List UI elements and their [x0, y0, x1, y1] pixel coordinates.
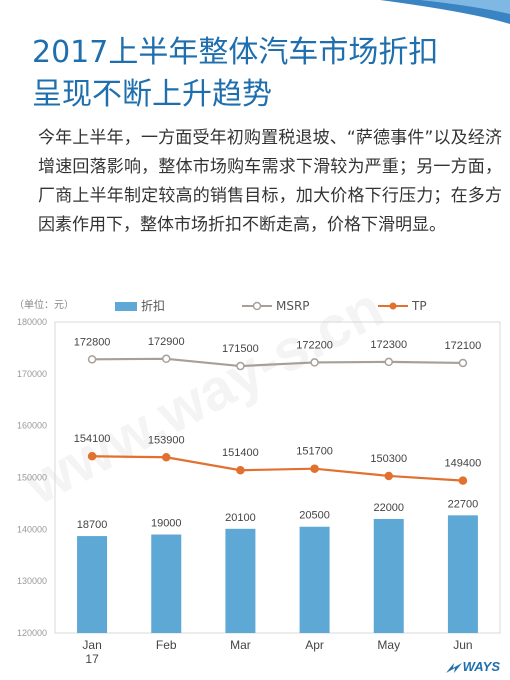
y-tick-label: 160000 — [17, 421, 47, 431]
bar — [299, 526, 330, 633]
tp-data-label: 151700 — [296, 446, 333, 458]
msrp-data-label: 172100 — [445, 340, 482, 352]
ways-logo-icon — [445, 662, 462, 673]
tp-data-label: 150300 — [370, 453, 407, 465]
ways-logo: WAYS — [445, 659, 500, 674]
msrp-point — [458, 358, 468, 368]
legend-label-msrp: MSRP — [276, 299, 310, 313]
y-tick-label: 170000 — [17, 369, 47, 379]
bar-data-label: 20100 — [225, 512, 256, 524]
x-tick-label-line: 17 — [85, 652, 99, 666]
y-tick-label: 140000 — [17, 524, 47, 534]
x-tick-label: May — [377, 638, 400, 652]
legend-swatch-bar — [115, 302, 137, 311]
x-tick-label: Jun — [453, 638, 472, 652]
legend-label-tp: TP — [411, 299, 427, 313]
legend-marker-msrp — [252, 301, 262, 311]
tp-point — [87, 451, 97, 461]
x-tick-label-line: Feb — [156, 638, 177, 652]
tp-data-label: 151400 — [222, 447, 259, 459]
intro-paragraph: 今年上半年，一方面受年初购置税退坡、“萨德事件”以及经济增速回落影响，整体市场购… — [38, 128, 502, 235]
y-tick-label: 120000 — [17, 628, 47, 638]
bar — [225, 528, 256, 633]
tp-data-label: 154100 — [74, 433, 111, 445]
msrp-point — [310, 358, 319, 367]
x-tick-label-line: May — [377, 638, 400, 652]
bar-data-label: 20500 — [299, 510, 330, 522]
top-banner — [380, 0, 510, 24]
x-tick-label: Apr — [305, 638, 324, 652]
logo-text: WAYS — [462, 659, 500, 674]
y-tick-label: 180000 — [17, 317, 47, 327]
x-tick-label-line: Mar — [230, 638, 251, 652]
x-tick-label: Mar — [230, 638, 251, 652]
y-tick-label: 150000 — [17, 473, 47, 483]
legend-marker-tp — [389, 302, 397, 310]
msrp-point — [162, 354, 171, 364]
tp-point — [236, 465, 245, 475]
bar-data-label: 19000 — [151, 518, 182, 530]
y-tick-label: 130000 — [17, 576, 47, 586]
msrp-data-label: 172900 — [148, 336, 185, 348]
bar — [151, 534, 182, 633]
price-chart: 120000 130000 140000 150000 160000 170000 1800… — [17, 298, 501, 666]
msrp-data-label: 172800 — [74, 336, 111, 348]
title-line-2: 呈现不断上升趋势 — [32, 77, 272, 112]
msrp-point — [384, 357, 393, 367]
bar-data-label: 18700 — [77, 519, 108, 531]
msrp-data-label: 171500 — [222, 343, 259, 355]
msrp-point — [236, 361, 245, 371]
bar-data-label: 22700 — [448, 498, 479, 510]
tp-point — [310, 464, 319, 473]
x-tick-label-line: Apr — [305, 638, 324, 652]
tp-data-label: 149400 — [445, 458, 482, 470]
msrp-data-label: 172300 — [370, 339, 407, 351]
tp-point — [384, 471, 393, 481]
unit-label: （单位：元） — [14, 300, 74, 311]
tp-point — [458, 476, 468, 485]
msrp-point — [87, 355, 97, 364]
tp-data-label: 153900 — [148, 434, 185, 446]
plot-area — [54, 321, 501, 634]
bar — [373, 518, 404, 633]
page-title: 2017上半年整体汽车市场折扣 呈现不断上升趋势 — [32, 32, 492, 116]
tp-point — [162, 453, 171, 462]
bar — [77, 536, 108, 633]
x-tick-label: Feb — [156, 638, 177, 652]
x-tick-label: Jan 17 — [82, 638, 101, 666]
title-line-1: 2017上半年整体汽车市场折扣 — [32, 35, 439, 70]
bar — [447, 515, 478, 633]
legend-label-bar: 折扣 — [141, 298, 165, 313]
bar-data-label: 22000 — [373, 502, 404, 514]
msrp-data-label: 172200 — [296, 339, 333, 351]
msrp-line — [92, 357, 463, 368]
tp-line — [92, 455, 463, 482]
x-tick-label-line: Jan — [82, 638, 101, 652]
x-tick-label-line: Jun — [453, 638, 472, 652]
